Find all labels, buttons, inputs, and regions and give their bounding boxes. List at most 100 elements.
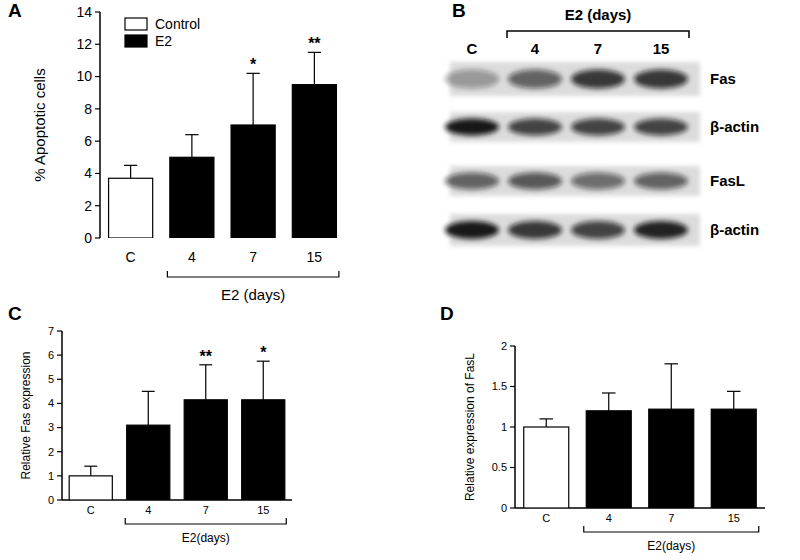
bar bbox=[109, 178, 153, 238]
panel-C: C01234567Relative Fas expression***C4715… bbox=[8, 303, 292, 545]
band bbox=[445, 119, 499, 136]
error-cap bbox=[84, 466, 97, 467]
blot-row: FasL bbox=[445, 166, 745, 196]
error-bar bbox=[602, 393, 616, 411]
panel-letter: C bbox=[8, 303, 22, 324]
x-tick-label: 4 bbox=[145, 504, 151, 516]
group-bracket bbox=[584, 526, 759, 532]
y-tick-label: 14 bbox=[76, 4, 92, 20]
x-tick-label: 15 bbox=[257, 504, 269, 516]
band bbox=[634, 221, 688, 239]
panel-letter: B bbox=[452, 0, 466, 21]
error-line bbox=[314, 52, 315, 84]
band bbox=[571, 221, 625, 239]
error-cap bbox=[665, 363, 679, 364]
y-tick bbox=[57, 475, 62, 476]
y-axis-label: Relative expression of FasL bbox=[463, 353, 477, 501]
y-tick bbox=[57, 499, 62, 500]
group-bracket bbox=[167, 271, 339, 277]
band-label: FasL bbox=[710, 172, 745, 189]
error-bar bbox=[540, 419, 554, 427]
error-bar bbox=[665, 364, 679, 409]
bar bbox=[242, 400, 285, 500]
significance: ** bbox=[200, 348, 213, 365]
x-tick-label: 4 bbox=[188, 249, 196, 265]
band bbox=[634, 173, 688, 190]
y-tick bbox=[57, 451, 62, 452]
y-tick bbox=[510, 426, 515, 427]
significance: ** bbox=[308, 35, 321, 52]
error-cap bbox=[142, 391, 155, 392]
bar bbox=[292, 85, 336, 238]
y-tick-label: 1.5 bbox=[492, 380, 507, 392]
error-line bbox=[263, 361, 264, 400]
x-tick-label: 7 bbox=[203, 504, 209, 516]
y-tick bbox=[57, 379, 62, 380]
bar bbox=[170, 157, 214, 238]
error-bar bbox=[84, 466, 97, 476]
error-line bbox=[733, 391, 734, 409]
y-tick-label: 1 bbox=[48, 470, 54, 482]
error-cap bbox=[185, 134, 198, 135]
panel-B: BE2 (days)C4715Fasβ-actinFasLβ-actin bbox=[445, 0, 759, 246]
bar bbox=[69, 476, 112, 500]
error-bar bbox=[727, 391, 741, 409]
lane-label: C bbox=[467, 40, 478, 57]
legend-label: Control bbox=[155, 16, 200, 32]
y-tick bbox=[57, 355, 62, 356]
error-line bbox=[671, 364, 672, 409]
bar bbox=[586, 411, 631, 508]
y-tick-label: 7 bbox=[48, 325, 54, 337]
error-cap bbox=[124, 165, 137, 166]
error-bar bbox=[124, 165, 137, 178]
y-axis-label: Relative Fas expression bbox=[19, 351, 33, 479]
y-tick-label: 3 bbox=[48, 421, 54, 433]
bar bbox=[711, 409, 756, 508]
x-tick-label: C bbox=[87, 504, 95, 516]
x-axis-label: E2(days) bbox=[182, 531, 230, 545]
y-tick-label: 10 bbox=[76, 68, 92, 84]
bar bbox=[649, 409, 694, 508]
group-bracket bbox=[125, 518, 286, 524]
y-tick-label: 0 bbox=[84, 230, 92, 246]
band bbox=[508, 173, 562, 190]
x-tick-label: 7 bbox=[668, 512, 674, 524]
y-tick-label: 0.5 bbox=[492, 461, 507, 473]
error-line bbox=[191, 135, 192, 158]
lane-label: 15 bbox=[653, 40, 670, 57]
y-tick-label: 2 bbox=[48, 446, 54, 458]
band bbox=[508, 119, 562, 136]
x-tick-label: 15 bbox=[728, 512, 740, 524]
y-tick bbox=[95, 44, 100, 45]
y-tick-label: 8 bbox=[84, 101, 92, 117]
error-bar bbox=[257, 361, 270, 400]
legend-label: E2 bbox=[155, 33, 172, 49]
panel-letter: A bbox=[8, 0, 22, 21]
error-bar bbox=[185, 135, 198, 158]
error-bar bbox=[247, 73, 260, 125]
y-tick-label: 0 bbox=[48, 494, 54, 506]
y-tick bbox=[95, 108, 100, 109]
error-bar bbox=[142, 391, 155, 425]
y-tick-label: 2 bbox=[501, 340, 507, 352]
error-line bbox=[608, 393, 609, 411]
plot-marks bbox=[69, 361, 285, 500]
y-axis-label: % Apoptotic cells bbox=[31, 68, 48, 181]
y-tick bbox=[510, 345, 515, 346]
x-tick-label: 7 bbox=[249, 249, 257, 265]
band bbox=[445, 69, 499, 88]
bar bbox=[524, 427, 569, 508]
blot-row: Fas bbox=[445, 62, 736, 96]
error-line bbox=[148, 391, 149, 425]
y-tick-label: 4 bbox=[84, 165, 92, 181]
blot-header: E2 (days) bbox=[565, 6, 632, 23]
figure: A02468101214% Apoptotic cells***C4715E2 … bbox=[0, 0, 800, 560]
x-tick-label: C bbox=[126, 249, 136, 265]
error-line bbox=[130, 165, 131, 178]
y-tick bbox=[57, 427, 62, 428]
band bbox=[571, 69, 625, 88]
error-line bbox=[253, 73, 254, 125]
panel-letter: D bbox=[440, 303, 454, 324]
y-tick bbox=[57, 403, 62, 404]
bar bbox=[184, 400, 227, 500]
